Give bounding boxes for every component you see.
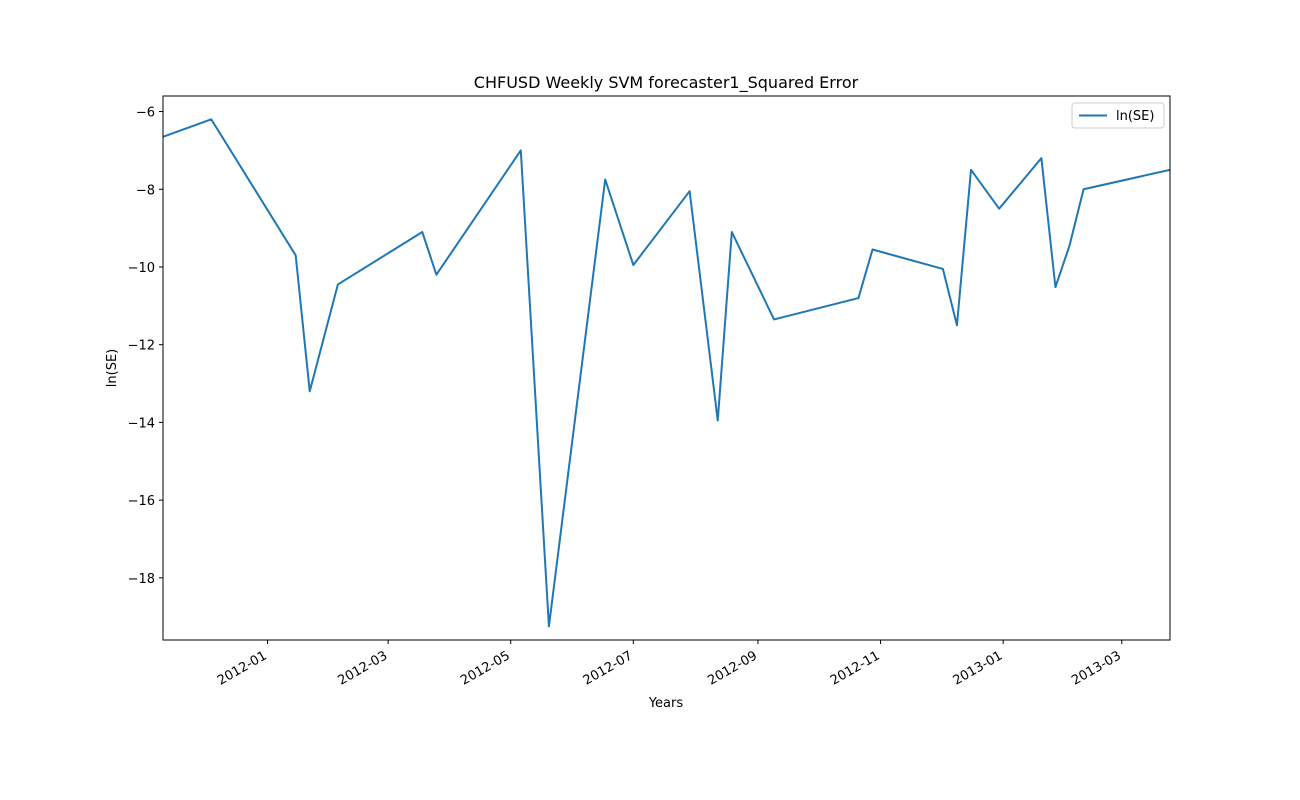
y-tick-label: −12	[128, 339, 155, 354]
series-line	[163, 118, 1170, 628]
x-tick-label: 2012-07	[581, 648, 636, 688]
legend: ln(SE)	[1071, 102, 1165, 129]
legend-box	[1071, 102, 1165, 129]
x-tick-label: 2012-09	[705, 648, 760, 688]
x-tick-label: 2012-03	[336, 648, 391, 688]
chart-title: CHFUSD Weekly SVM forecaster1_Squared Er…	[474, 73, 859, 93]
x-tick-label: 2012-05	[458, 648, 513, 688]
x-tick-label: 2013-01	[951, 648, 1006, 688]
y-axis-title: ln(SE)	[105, 349, 120, 387]
axes: 2012-01 2012-03 2012-05 2012-07 2012-09 2012-…	[128, 95, 1171, 689]
plot-area	[163, 118, 1170, 628]
plot-frame	[162, 95, 1171, 641]
y-tick-label: −8	[136, 183, 155, 198]
legend-label: ln(SE)	[1116, 109, 1154, 124]
y-tick-label: −14	[128, 416, 155, 431]
x-tick-label: 2012-11	[828, 648, 883, 688]
y-tick-label: −6	[136, 106, 155, 121]
x-axis-title: Years	[648, 696, 684, 711]
y-tick-label: −16	[128, 494, 155, 509]
y-tick-label: −18	[128, 572, 155, 587]
y-tick-label: −10	[128, 261, 155, 276]
x-tick-label: 2013-03	[1069, 648, 1124, 688]
x-tick-label: 2012-01	[215, 648, 270, 688]
